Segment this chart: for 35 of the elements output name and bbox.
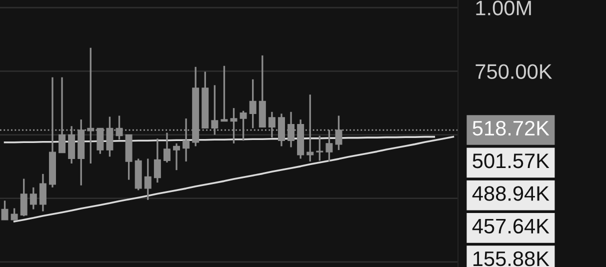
candlestick [306, 94, 314, 162]
candlestick [1, 200, 8, 221]
candlestick [249, 78, 256, 129]
candlestick [116, 114, 123, 140]
text: 457.64K [472, 218, 550, 234]
candlestick [268, 111, 276, 138]
candlestick [182, 118, 190, 162]
candlestick [58, 76, 66, 154]
text: 501.57K [472, 153, 550, 168]
candlestick [87, 46, 94, 164]
candlestick [96, 127, 104, 155]
candlestick [335, 114, 342, 151]
candlestick [144, 158, 152, 201]
candlestick [230, 107, 238, 144]
y-tick-label: 1.00M [476, 0, 531, 16]
candlestick [10, 207, 18, 221]
candlestick [106, 116, 114, 158]
candlestick [288, 111, 295, 148]
candlestick [39, 173, 46, 212]
candlestick [278, 112, 285, 148]
text: 155.88K [473, 251, 550, 266]
candlestick [316, 134, 324, 162]
y-tick-label: 750.00K [476, 64, 552, 79]
candlestick [154, 138, 161, 184]
text: 518.72K [472, 120, 550, 136]
candlestick [163, 132, 170, 164]
candlestick [211, 84, 218, 136]
candlestick [173, 142, 180, 171]
candlestick [20, 178, 28, 217]
candlestick [68, 125, 76, 164]
candlestick [326, 129, 333, 162]
candlestick [240, 110, 247, 142]
candlestick [30, 186, 37, 210]
candlestick [220, 65, 228, 122]
text: 488.94K [472, 186, 550, 201]
